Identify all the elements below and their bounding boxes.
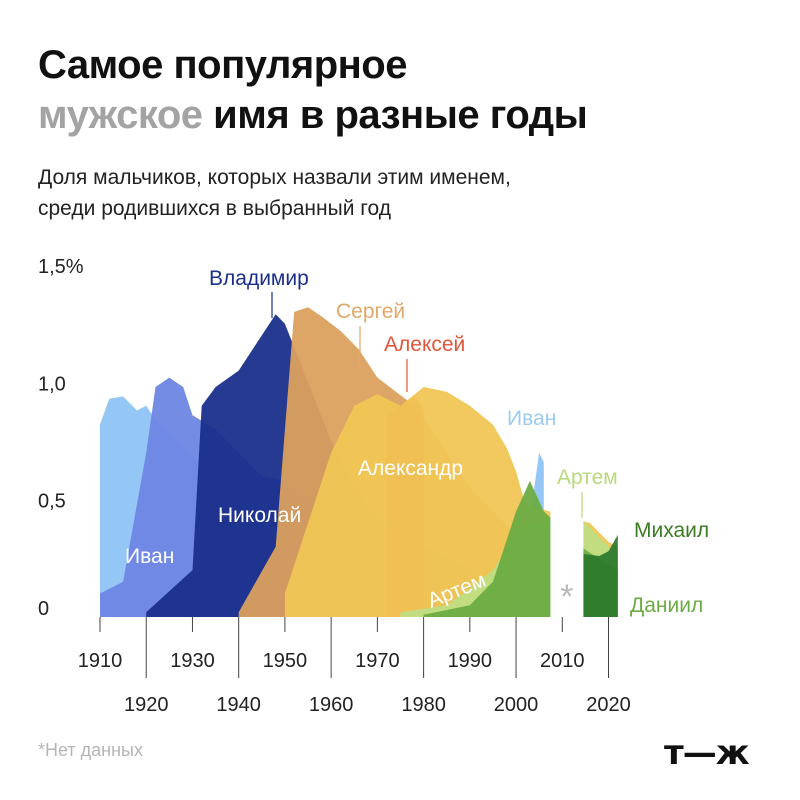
subtitle-line-1: Доля мальчиков, которых назвали этим име… xyxy=(38,166,511,189)
series-label-mikhail: Михаил xyxy=(634,519,709,542)
series-label-daniil: Даниил xyxy=(630,594,703,617)
title-highlight: мужское xyxy=(38,93,203,137)
chart-title: Самое популярное мужское имя в разные го… xyxy=(38,40,588,140)
x-tick-label: 2010 xyxy=(540,650,585,672)
y-tick-label: 0,5 xyxy=(38,491,66,513)
area-mikhail xyxy=(580,534,618,617)
x-tick-label: 1940 xyxy=(216,694,261,716)
x-tick-label: 1920 xyxy=(124,694,169,716)
series-labels: Иван Николай Владимир Сергей Алексей Александ… xyxy=(125,267,709,617)
series-label-sergei: Сергей xyxy=(336,300,405,323)
x-tick-label: 1990 xyxy=(448,650,493,672)
missing-data-band xyxy=(550,240,584,619)
title-line-1: Самое популярное xyxy=(38,43,407,87)
title-line-2-rest: имя в разные годы xyxy=(202,93,588,137)
x-tick-label: 2000 xyxy=(494,694,539,716)
title-line-2: мужское имя в разные годы xyxy=(38,90,588,140)
x-tick-label: 1960 xyxy=(309,694,354,716)
series-label-artem-2010s: Артем xyxy=(557,466,618,489)
brand-logo: т—ж xyxy=(664,733,750,773)
series-label-aleksei: Алексей xyxy=(384,333,465,356)
x-tick-label: 1970 xyxy=(355,650,400,672)
series-label-ivan: Иван xyxy=(125,545,174,568)
subtitle-line-2: среди родившихся в выбранный год xyxy=(38,197,391,220)
y-axis: 0 0,5 1,0 1,5% xyxy=(38,256,84,620)
y-tick-label: 1,0 xyxy=(38,373,66,395)
footnote: *Нет данных xyxy=(38,740,143,760)
x-tick-label: 1930 xyxy=(170,650,215,672)
x-axis: 1910 1930 1950 1970 1990 2010 1920 1940 1960 1980… xyxy=(78,617,631,716)
y-tick-label: 1,5% xyxy=(38,256,84,278)
x-tick-label: 1950 xyxy=(263,650,308,672)
x-tick-label: 1980 xyxy=(401,694,446,716)
x-tick-label: 2020 xyxy=(586,694,631,716)
x-tick-label: 1910 xyxy=(78,650,123,672)
chart-subtitle: Доля мальчиков, которых назвали этим име… xyxy=(38,162,511,224)
y-tick-label: 0 xyxy=(38,598,49,620)
series-label-vladimir: Владимир xyxy=(209,267,309,290)
series-label-aleksandr: Александр xyxy=(358,457,463,480)
missing-data-layer: * xyxy=(550,240,584,619)
missing-data-marker: * xyxy=(560,578,573,616)
series-label-nikolai: Николай xyxy=(218,504,301,527)
series-label-ivan-2000s: Иван xyxy=(507,407,556,430)
